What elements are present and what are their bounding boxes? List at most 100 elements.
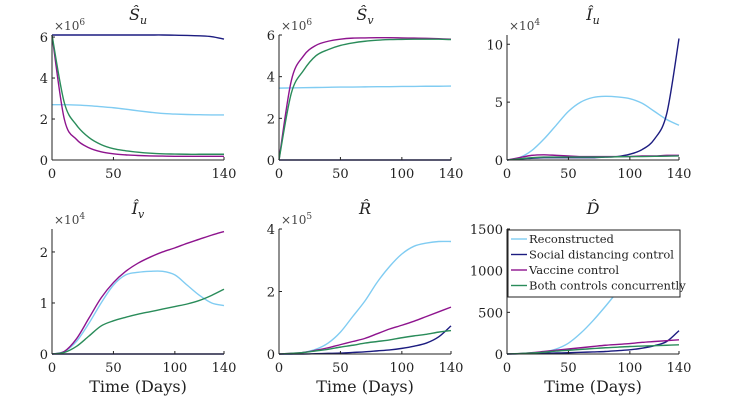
- y-tick-label: 0: [495, 348, 503, 363]
- series-line-both-controls-concurrently: [51, 34, 224, 155]
- y-tick-label: 2: [267, 286, 275, 301]
- exponent-base: ×10: [54, 19, 79, 33]
- title-main: R̂: [358, 199, 371, 218]
- y-tick-label: 1500: [470, 223, 503, 238]
- y-tick-label: 2: [40, 113, 48, 128]
- y-tick-label: 2: [267, 112, 275, 127]
- x-tick-label: 50: [332, 361, 349, 376]
- x-tick-label: 140: [667, 361, 692, 376]
- exponent-power: 6: [306, 18, 312, 28]
- x-axis-label: Time (Days): [316, 377, 414, 396]
- y-tick-label: 500: [478, 306, 503, 321]
- subplot-title: Ŝv: [356, 4, 374, 27]
- x-tick-label: 50: [105, 167, 122, 182]
- series-line-reconstructed: [51, 103, 225, 116]
- x-tick-label: 0: [275, 361, 283, 376]
- series-line-social-distancing-control: [506, 330, 680, 355]
- legend-entry: Social distancing control: [529, 248, 674, 262]
- x-tick-label: 0: [503, 361, 511, 376]
- x-tick-label: 100: [617, 167, 642, 182]
- title-main: D̂: [586, 199, 600, 218]
- exponent-power: 5: [306, 212, 312, 222]
- series-line-both-controls-concurrently: [278, 329, 452, 355]
- legend-entry: Vaccine control: [528, 263, 619, 277]
- y-tick-label: 10: [486, 38, 503, 53]
- series-line-reconstructed: [51, 270, 225, 355]
- series-line-social-distancing-control: [278, 325, 452, 355]
- title-main: Î: [131, 198, 140, 218]
- x-tick-label: 0: [275, 167, 283, 182]
- x-tick-label: 0: [48, 361, 56, 376]
- exponent-power: 4: [79, 212, 85, 222]
- x-tick-label: 140: [667, 167, 692, 182]
- x-tick-label: 140: [439, 361, 464, 376]
- series-line-social-distancing-control: [52, 34, 225, 40]
- series-line-reconstructed: [278, 240, 452, 355]
- x-tick-label: 50: [560, 167, 577, 182]
- x-axis-label: Time (Days): [544, 377, 642, 396]
- y-tick-label: 1: [40, 297, 48, 312]
- axis-exponent: ×104: [54, 212, 85, 227]
- subplot-3: 0 50 100 140 0 1 2 Îv ×104 Time (Days): [40, 198, 237, 396]
- y-tick-label: 1000: [470, 265, 503, 280]
- x-tick-label: 100: [389, 361, 414, 376]
- series-line-vaccine-control: [51, 34, 224, 158]
- x-tick-label: 100: [617, 361, 642, 376]
- x-tick-label: 50: [332, 167, 349, 182]
- y-tick-label: 0: [40, 348, 48, 363]
- x-tick-label: 50: [105, 361, 122, 376]
- subplot-title: D̂: [586, 199, 600, 218]
- series-line-vaccine-control: [51, 230, 225, 355]
- subplot-5: 0 50 100 140 0 500 1000 1500 D̂ Time (Days) Recons…: [470, 199, 692, 396]
- series-line-both-controls-concurrently: [506, 155, 680, 161]
- axis-exponent: ×106: [54, 18, 85, 33]
- exponent-base: ×10: [281, 19, 306, 33]
- legend-box: [507, 229, 681, 298]
- exponent-base: ×10: [509, 19, 534, 33]
- title-subscript: v: [367, 14, 374, 27]
- title-subscript: u: [593, 14, 600, 27]
- y-tick-label: 2: [40, 246, 48, 261]
- series-line-both-controls-concurrently: [506, 344, 680, 355]
- axis-exponent: ×106: [281, 18, 312, 33]
- y-tick-label: 0: [495, 154, 503, 169]
- axis-exponent: ×105: [281, 212, 312, 227]
- exponent-power: 6: [79, 18, 85, 28]
- title-subscript: u: [140, 14, 147, 27]
- subplot-title: R̂: [358, 199, 371, 218]
- y-tick-label: 6: [40, 31, 48, 46]
- subplot-title: Ŝu: [129, 4, 147, 27]
- legend-entry: Reconstructed: [529, 232, 615, 246]
- x-tick-label: 0: [503, 167, 511, 182]
- y-tick-label: 4: [267, 223, 275, 238]
- y-tick-label: 4: [40, 72, 48, 87]
- x-tick-label: 100: [389, 167, 414, 182]
- legend-entry: Both controls concurrently: [529, 279, 686, 293]
- title-main: Ŝ: [356, 4, 367, 24]
- exponent-power: 4: [534, 18, 540, 28]
- series-line-reconstructed: [278, 85, 452, 89]
- x-tick-label: 140: [439, 167, 464, 182]
- series-line-reconstructed: [506, 95, 680, 161]
- series-line-vaccine-control: [278, 306, 452, 355]
- subplot-title: Îv: [131, 198, 145, 221]
- legend: Reconstructed Social distancing controlVa…: [507, 229, 686, 298]
- y-tick-label: 0: [40, 154, 48, 169]
- y-tick-label: 0: [267, 348, 275, 363]
- y-tick-label: 6: [267, 29, 275, 44]
- x-tick-label: 140: [212, 167, 237, 182]
- subplot-4: 0 50 100 140 0 2 4 R̂ ×105 Time (Days): [267, 199, 464, 396]
- title-subscript: v: [138, 208, 145, 221]
- subplot-2: 0 50 100 140 0 5 10 Îu ×104: [486, 4, 691, 182]
- subplot-title: Îu: [585, 4, 599, 27]
- x-axis-label: Time (Days): [89, 377, 187, 396]
- x-tick-label: 0: [48, 167, 56, 182]
- x-tick-label: 100: [162, 361, 187, 376]
- axis-exponent: ×104: [509, 18, 540, 33]
- title-main: Ŝ: [129, 4, 140, 24]
- series-line-both-controls-concurrently: [278, 38, 452, 161]
- y-tick-label: 4: [267, 71, 275, 86]
